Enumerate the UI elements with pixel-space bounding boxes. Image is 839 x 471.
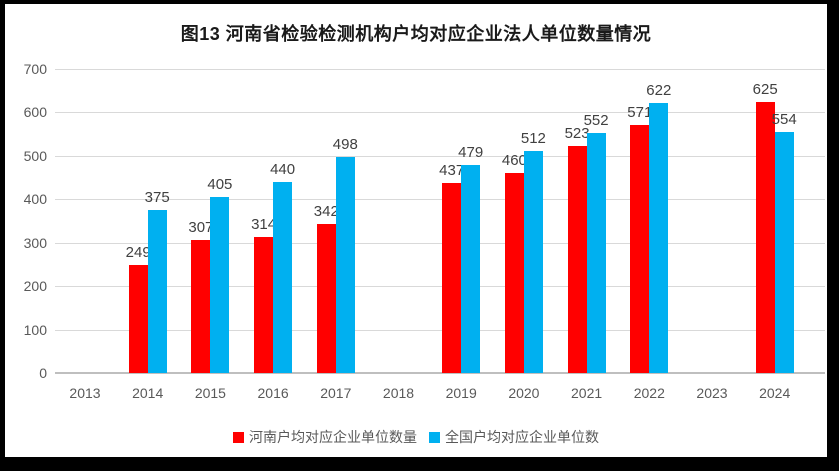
bar-value-label: 375 [144,189,170,207]
bar-value-label: 405 [207,176,233,194]
x-tick-label: 2024 [759,385,791,401]
chart-canvas: 图13 河南省检验检测机构户均对应企业法人单位数量情况 0 100 200 300 40… [5,4,827,457]
x-tick-label: 2021 [571,385,603,401]
y-tick-label: 300 [23,234,47,251]
bar-henan-2024 [755,101,775,373]
bar-henan-2017 [316,224,336,373]
bar-national-2024 [774,132,794,373]
gridline [55,112,825,114]
x-tick-label: 2016 [257,385,289,401]
bar-national-2022 [649,102,669,373]
bar-value-label: 498 [332,135,358,153]
bar-national-2017 [335,156,355,373]
gridline [55,242,825,244]
y-tick-label: 600 [23,104,47,121]
x-tick-label: 2023 [696,385,728,401]
bar-henan-2015 [191,239,211,373]
legend-swatch-henan [233,431,244,443]
bar-value-label: 622 [646,81,672,99]
x-tick-label: 2014 [132,385,164,401]
bar-henan-2019 [442,183,462,373]
gridline [55,199,825,201]
bar-value-label: 437 [439,162,465,180]
legend-item-henan: 河南户均对应企业单位数量 [233,427,417,447]
y-tick-label: 0 [39,365,47,381]
bar-value-label: 571 [627,104,653,122]
x-tick-label: 2020 [508,385,540,401]
x-tick-label: 2013 [69,385,101,401]
x-tick-label: 2018 [382,385,415,401]
bar-national-2016 [273,181,293,373]
legend-label-henan: 河南户均对应企业单位数量 [249,429,417,445]
y-tick-label: 500 [23,147,47,164]
gridline [55,286,825,288]
legend-item-national: 全国户均对应企业单位数 [429,427,599,447]
bar-value-label: 523 [564,124,590,142]
bar-value-label: 625 [752,80,778,98]
legend: 河南户均对应企业单位数量 全国户均对应企业单位数 [5,427,827,447]
bar-value-label: 552 [583,112,609,130]
bar-value-label: 554 [771,111,797,129]
y-tick-label: 700 [23,61,47,77]
bar-value-label: 460 [501,152,527,170]
bar-value-label: 512 [520,129,546,147]
x-tick-label: 2017 [320,385,352,401]
y-tick-label: 400 [23,191,47,208]
gridline [55,155,825,157]
bar-henan-2020 [504,173,524,373]
legend-swatch-national [429,431,440,443]
bar-national-2020 [523,150,543,373]
bar-national-2019 [461,164,481,373]
gridline [55,329,825,331]
gridline [55,69,825,70]
bar-henan-2022 [630,125,650,373]
bar-value-label: 342 [313,203,339,221]
bar-national-2014 [147,210,167,373]
bar-value-label: 440 [270,160,296,178]
x-tick-label: 2019 [445,385,477,401]
x-tick-label: 2022 [633,385,665,401]
x-tick-label: 2015 [194,385,226,401]
y-tick-label: 200 [23,278,47,295]
bar-value-label: 249 [125,243,151,261]
bar-value-label: 314 [251,215,277,233]
bar-henan-2014 [128,264,148,373]
y-tick-label: 100 [23,321,47,338]
bar-henan-2021 [567,145,587,373]
bar-national-2021 [586,133,606,373]
bar-henan-2016 [254,236,274,373]
bar-value-label: 307 [188,218,214,236]
bar-value-label: 479 [458,143,484,161]
chart-title: 图13 河南省检验检测机构户均对应企业法人单位数量情况 [180,24,652,44]
x-axis-line [55,372,825,374]
bar-national-2015 [210,197,230,373]
plot-area: 0 100 200 300 400 500 600 700 2013 2014 249 375 2015… [5,4,827,457]
legend-label-national: 全国户均对应企业单位数 [445,429,599,445]
